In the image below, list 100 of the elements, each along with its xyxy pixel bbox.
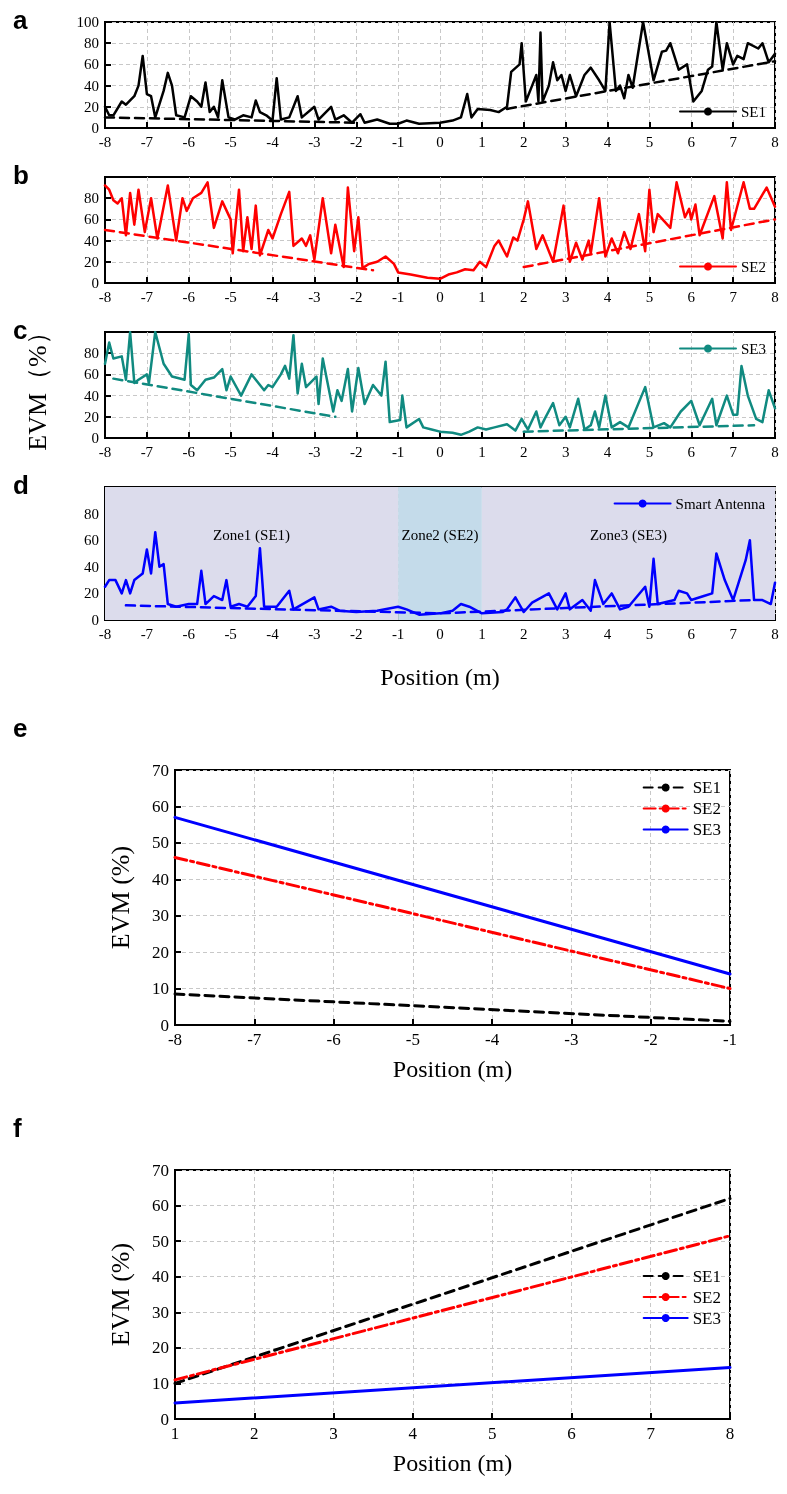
x-tick-label: -2 xyxy=(350,133,363,150)
x-tick-label: -8 xyxy=(98,443,112,460)
x-tick-label: -4 xyxy=(266,625,280,642)
x-tick-label: 3 xyxy=(561,133,570,150)
x-tick-label: 8 xyxy=(771,625,779,642)
x-tick-label: 2 xyxy=(520,288,528,305)
x-tick-label: -7 xyxy=(140,625,154,642)
x-tick-label: -2 xyxy=(350,443,363,460)
y-tick-label: 10 xyxy=(152,1373,169,1393)
y-tick-label: 60 xyxy=(84,366,99,383)
x-tick-label: -5 xyxy=(405,1030,420,1049)
y-tick-label: 60 xyxy=(152,796,169,816)
x-tick-label: -5 xyxy=(224,625,237,642)
y-tick-label: 50 xyxy=(152,1231,169,1251)
y-tick-label: 30 xyxy=(152,906,169,926)
x-tick-label: 2 xyxy=(250,1424,259,1443)
line-series xyxy=(103,530,777,616)
y-tick-label: 40 xyxy=(84,558,99,575)
y-tick-label: 20 xyxy=(152,1338,169,1358)
x-tick-label: -1 xyxy=(391,133,405,150)
y-tick-label: 20 xyxy=(84,253,99,270)
chart-title: f xyxy=(13,1113,22,1143)
y-tick-label: 80 xyxy=(84,345,99,362)
band-label: Zone2 (SE2) xyxy=(401,526,479,544)
y-tick-label: 60 xyxy=(84,211,99,228)
x-tick-label: -4 xyxy=(266,443,280,460)
x-tick-label: 7 xyxy=(729,288,738,305)
y-tick-label: 20 xyxy=(84,585,99,602)
x-tick-label: 4 xyxy=(603,133,612,150)
x-tick-label: 4 xyxy=(603,443,612,460)
y-tick-label: 80 xyxy=(84,35,99,52)
x-tick-label: 1 xyxy=(478,625,486,642)
x-tick-label: -6 xyxy=(182,625,196,642)
legend-label: SE2 xyxy=(741,258,767,275)
y-tick-label: 50 xyxy=(152,833,169,853)
x-tick-label: 6 xyxy=(687,288,696,305)
y-tick-label: 20 xyxy=(152,942,169,962)
legend-label: SE1 xyxy=(741,103,767,120)
chart-title: a xyxy=(13,5,28,35)
x-tick-label: 2 xyxy=(520,133,528,150)
x-tick-label: 6 xyxy=(687,443,696,460)
x-tick-label: -6 xyxy=(182,443,196,460)
legend-label: SE3 xyxy=(692,820,721,839)
x-tick-label: -4 xyxy=(266,133,280,150)
x-tick-label: 8 xyxy=(771,133,779,150)
x-tick-label: 2 xyxy=(520,625,528,642)
legend-label: SE1 xyxy=(692,1266,721,1286)
y-tick-label: 70 xyxy=(152,1160,169,1180)
y-tick-label: 0 xyxy=(91,120,99,136)
x-tick-label: 5 xyxy=(645,133,654,150)
legend-label: SE3 xyxy=(741,340,767,357)
x-tick-label: -5 xyxy=(224,133,237,150)
legend-label: Smart Antenna xyxy=(675,495,766,512)
x-tick-label: 8 xyxy=(771,288,779,305)
x-tick-label: 7 xyxy=(646,1424,656,1443)
y-tick-label: 60 xyxy=(152,1196,169,1216)
y-tick-label: 0 xyxy=(160,1015,169,1035)
y-tick-label: 40 xyxy=(84,77,99,94)
x-tick-label: -3 xyxy=(308,288,321,305)
y-tick-label: 0 xyxy=(91,612,99,628)
y-tick-label: 0 xyxy=(91,275,99,291)
y-tick-label: 80 xyxy=(84,190,99,207)
y-tick-label: 100 xyxy=(76,14,99,30)
x-tick-label: 5 xyxy=(487,1424,497,1443)
y-tick-label: 40 xyxy=(152,869,169,889)
x-tick-label: -4 xyxy=(266,288,280,305)
band-label: Zone3 (SE3) xyxy=(589,526,667,544)
y-axis-title: EVM (%) xyxy=(105,845,135,950)
x-tick-label: 8 xyxy=(771,443,779,460)
x-tick-label: -3 xyxy=(308,443,321,460)
line-series xyxy=(103,330,777,437)
y-tick-label: 40 xyxy=(84,232,99,249)
y-tick-label: 40 xyxy=(152,1267,169,1287)
y-tick-label: 80 xyxy=(84,505,99,522)
x-tick-label: 7 xyxy=(729,133,738,150)
x-tick-label: -3 xyxy=(308,625,321,642)
y-tick-label: 70 xyxy=(152,760,169,780)
x-tick-label: -6 xyxy=(326,1030,341,1049)
legend-label: SE1 xyxy=(692,778,721,797)
x-tick-label: -7 xyxy=(140,288,154,305)
x-tick-label: -6 xyxy=(182,133,196,150)
x-tick-label: 4 xyxy=(603,625,612,642)
x-tick-label: 5 xyxy=(645,443,654,460)
y-tick-label: 20 xyxy=(84,98,99,115)
x-tick-label: -1 xyxy=(391,625,405,642)
x-tick-label: 2 xyxy=(520,443,528,460)
x-tick-label: 4 xyxy=(408,1424,418,1443)
y-tick-label: 40 xyxy=(84,387,99,404)
y-tick-label: 60 xyxy=(84,532,99,549)
y-tick-label: 20 xyxy=(84,408,99,425)
x-tick-label: 6 xyxy=(687,625,696,642)
x-tick-label: -8 xyxy=(167,1030,183,1049)
chart-title: b xyxy=(13,160,29,190)
chart-title: e xyxy=(13,713,28,743)
x-tick-label: 1 xyxy=(478,443,486,460)
y-tick-label: 0 xyxy=(91,430,99,446)
y-tick-label: 30 xyxy=(152,1302,169,1322)
x-tick-label: -2 xyxy=(350,625,363,642)
y-axis-title: EVM (%) xyxy=(105,1242,135,1347)
x-tick-label: 3 xyxy=(561,288,570,305)
